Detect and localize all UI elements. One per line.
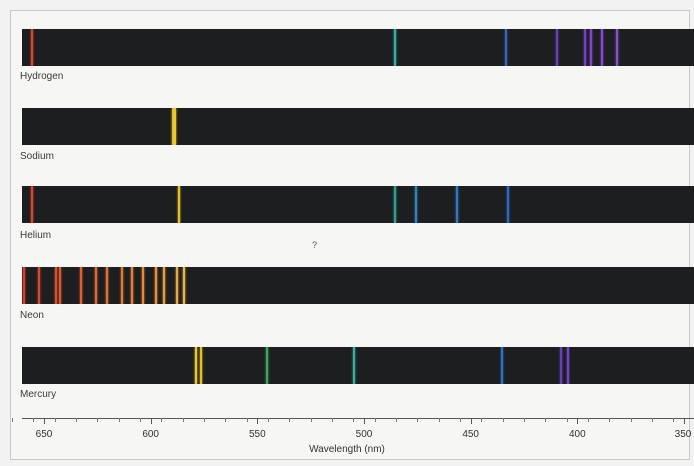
axis-minor-tick — [438, 418, 440, 422]
axis-minor-tick — [54, 418, 56, 422]
emission-line-neon-4 — [80, 267, 83, 304]
emission-line-hydrogen-1 — [393, 29, 396, 66]
emission-line-neon-8 — [131, 267, 134, 304]
axis-minor-tick — [502, 418, 504, 422]
axis-tick-label: 450 — [462, 429, 479, 440]
axis-minor-tick — [268, 418, 269, 422]
emission-line-hydrogen-6 — [600, 29, 603, 66]
axis-minor-tick — [140, 418, 141, 422]
axis-minor-tick — [76, 418, 77, 422]
spectrum-bar-hydrogen — [22, 29, 694, 66]
axis-minor-tick — [12, 418, 13, 422]
element-label-hydrogen: Hydrogen — [20, 71, 64, 82]
emission-line-neon-0 — [22, 267, 25, 304]
emission-line-neon-3 — [58, 267, 61, 304]
emission-line-neon-1 — [37, 267, 40, 304]
emission-line-helium-5 — [506, 186, 509, 223]
axis-minor-tick — [204, 418, 205, 422]
axis-minor-tick — [396, 418, 397, 422]
emission-line-hydrogen-2 — [504, 29, 507, 66]
axis-major-tick — [44, 418, 45, 424]
axis-tick-label: 350 — [674, 429, 692, 440]
axis-minor-tick — [545, 418, 547, 422]
emission-line-hydrogen-0 — [31, 29, 34, 66]
axis-minor-tick — [310, 418, 312, 422]
axis-major-tick — [577, 418, 579, 424]
emission-line-helium-4 — [455, 186, 458, 223]
emission-line-neon-11 — [163, 267, 166, 304]
element-label-helium: Helium — [20, 230, 52, 241]
figure-frame — [10, 10, 690, 460]
emission-line-mercury-6 — [566, 347, 569, 384]
axis-title: Wavelength (nm) — [309, 444, 385, 455]
axis-minor-tick — [374, 418, 376, 422]
spectrum-bar-sodium — [22, 108, 694, 145]
axis-minor-tick — [161, 418, 163, 422]
spectrum-bar-mercury — [22, 347, 694, 384]
axis-major-tick — [364, 418, 365, 424]
axis-tick-label: 550 — [248, 429, 266, 440]
axis-minor-tick — [566, 418, 568, 422]
axis-major-tick — [150, 418, 152, 424]
element-label-mercury: Mercury — [20, 389, 57, 400]
axis-minor-tick — [33, 418, 35, 422]
emission-line-hydrogen-5 — [590, 29, 593, 66]
element-label-neon: Neon — [20, 310, 44, 321]
axis-major-tick — [684, 418, 685, 424]
emission-line-neon-6 — [105, 267, 108, 304]
wavelength-axis: 650 600 550 500 450 400 350 Wavelength (nm) — [0, 418, 694, 466]
axis-minor-tick — [118, 418, 120, 422]
stray-mark: ? — [312, 240, 318, 250]
axis-minor-tick — [524, 418, 525, 422]
axis-tick-label: 400 — [568, 429, 586, 440]
axis-major-tick — [257, 418, 259, 424]
emission-line-neon-5 — [95, 267, 98, 304]
emission-line-mercury-0 — [195, 347, 198, 384]
axis-minor-tick — [652, 418, 653, 422]
emission-line-hydrogen-3 — [556, 29, 558, 66]
emission-line-helium-3 — [415, 186, 418, 223]
emission-line-neon-10 — [154, 267, 157, 304]
axis-minor-tick — [182, 418, 184, 422]
axis-line — [22, 418, 694, 419]
axis-minor-tick — [481, 418, 483, 422]
axis-minor-tick — [460, 418, 461, 422]
axis-minor-tick — [673, 418, 675, 422]
emission-line-sodium-1 — [174, 108, 177, 145]
axis-minor-tick — [630, 418, 632, 422]
element-label-sodium: Sodium — [20, 151, 54, 162]
emission-line-mercury-2 — [265, 347, 268, 384]
emission-line-mercury-3 — [353, 347, 356, 384]
axis-tick-label: 650 — [35, 429, 53, 440]
axis-minor-tick — [417, 418, 419, 422]
axis-minor-tick — [353, 418, 355, 422]
emission-line-sodium-0 — [172, 108, 174, 145]
axis-minor-tick — [97, 418, 99, 422]
emission-line-hydrogen-4 — [583, 29, 586, 66]
axis-minor-tick — [588, 418, 589, 422]
axis-tick-label: 600 — [142, 429, 159, 440]
emission-line-helium-2 — [393, 186, 396, 223]
emission-line-neon-12 — [176, 267, 179, 304]
spectrum-bar-helium — [22, 186, 694, 223]
spectrum-bar-neon — [22, 267, 694, 304]
axis-minor-tick — [246, 418, 248, 422]
axis-minor-tick — [289, 418, 291, 422]
emission-line-neon-7 — [120, 267, 123, 304]
emission-line-neon-2 — [54, 267, 57, 304]
emission-line-neon-9 — [142, 267, 145, 304]
axis-tick-label: 500 — [355, 429, 373, 440]
emission-line-helium-0 — [31, 186, 34, 223]
axis-minor-tick — [225, 418, 227, 422]
emission-line-mercury-4 — [500, 347, 503, 384]
axis-major-tick — [470, 418, 472, 424]
emission-line-helium-1 — [178, 186, 181, 223]
emission-line-mercury-1 — [199, 347, 202, 384]
axis-minor-tick — [332, 418, 333, 422]
emission-line-mercury-5 — [560, 347, 563, 384]
axis-minor-tick — [609, 418, 611, 422]
emission-line-neon-13 — [182, 267, 185, 304]
emission-line-hydrogen-7 — [615, 29, 618, 66]
